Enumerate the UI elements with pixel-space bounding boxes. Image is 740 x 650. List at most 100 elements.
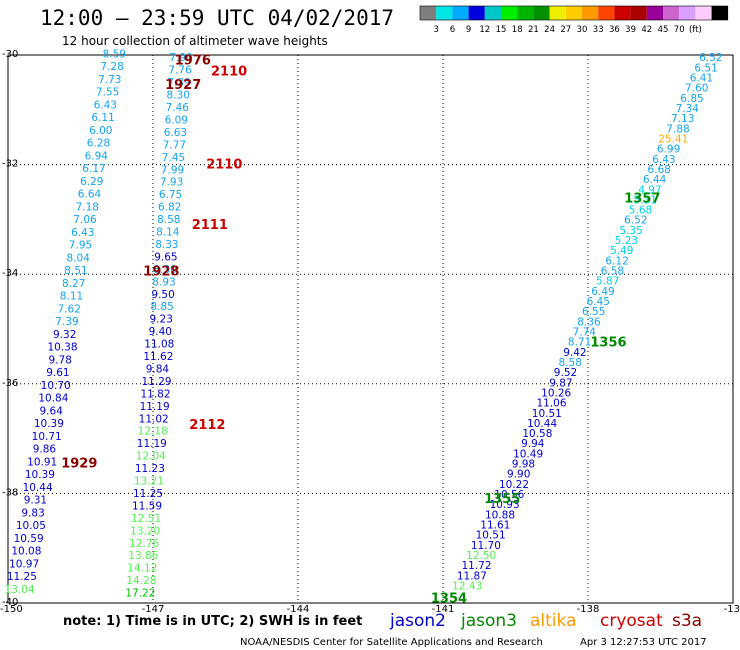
swh-value: 9.50 bbox=[151, 289, 174, 301]
pass-number-label: 1354 bbox=[431, 592, 467, 607]
swh-value: 7.76 bbox=[168, 65, 192, 77]
swh-value: 9.86 bbox=[33, 444, 57, 456]
swh-value: 12.04 bbox=[136, 451, 166, 463]
swh-value: 9.31 bbox=[24, 495, 47, 507]
scale-swatch bbox=[533, 6, 550, 20]
swh-value: 10.05 bbox=[16, 520, 46, 532]
swh-value: 7.46 bbox=[166, 102, 190, 114]
x-tick-label: -138 bbox=[577, 604, 600, 615]
swh-value: 10.56 bbox=[494, 489, 524, 501]
pass-number-label: 1355 bbox=[484, 492, 520, 507]
swh-value: 9.61 bbox=[46, 367, 69, 379]
swh-value: 6.64 bbox=[78, 189, 102, 201]
swh-value: 11.62 bbox=[143, 351, 173, 363]
plot-frame bbox=[7, 54, 734, 604]
swh-value: 6.49 bbox=[591, 286, 614, 298]
swh-value: 9.78 bbox=[49, 354, 72, 366]
swh-value: 7.18 bbox=[76, 201, 99, 213]
swh-value: 9.90 bbox=[507, 469, 530, 481]
pass-number-label: 1927 bbox=[165, 78, 201, 93]
wave-height-marks: 8.597.287.737.556.436.116.006.286.946.17… bbox=[5, 48, 723, 599]
swh-value: 11.29 bbox=[141, 376, 171, 388]
swh-value: 8.27 bbox=[62, 278, 85, 290]
pass-labels: 1976211019272110211119282112192913571356… bbox=[61, 54, 660, 607]
swh-value: 11.59 bbox=[132, 500, 162, 512]
swh-value: 6.11 bbox=[91, 112, 114, 124]
scale-label: (ft) bbox=[689, 25, 702, 35]
swh-value: 8.93 bbox=[152, 276, 175, 288]
swh-value: 8.59 bbox=[103, 48, 126, 60]
scale-label: 12 bbox=[479, 25, 490, 35]
y-tick-label: -36 bbox=[2, 378, 18, 389]
swh-value: 8.14 bbox=[156, 227, 180, 239]
satellite-legend-cryosat: cryosat bbox=[600, 611, 663, 631]
scale-label: 6 bbox=[450, 25, 455, 35]
swh-value: 10.88 bbox=[485, 509, 515, 521]
swh-value: 6.85 bbox=[680, 93, 703, 105]
pass-number-label: 1976 bbox=[175, 54, 211, 69]
scale-swatch bbox=[630, 6, 647, 20]
satellite-legend: jason2 jason3 altika cryosat s3a bbox=[389, 611, 702, 631]
swh-value: 8.04 bbox=[67, 252, 91, 264]
swh-value: 10.51 bbox=[476, 530, 506, 542]
scale-swatch bbox=[695, 6, 712, 20]
swh-value: 8.11 bbox=[60, 291, 83, 303]
scale-label: 9 bbox=[466, 25, 471, 35]
swh-value: 9.23 bbox=[150, 314, 173, 326]
swh-value: 6.00 bbox=[89, 125, 112, 137]
swh-value: 7.13 bbox=[671, 113, 694, 125]
swh-value: 7.45 bbox=[162, 152, 185, 164]
scale-swatch bbox=[663, 6, 680, 20]
pass-number-label: 2111 bbox=[192, 218, 228, 233]
swh-value: 7.90 bbox=[169, 52, 192, 64]
pass-number-label: 2110 bbox=[211, 64, 247, 79]
swh-value: 13.20 bbox=[130, 525, 160, 537]
x-tick-label: -144 bbox=[287, 604, 310, 615]
swh-value: 7.73 bbox=[98, 74, 121, 86]
swh-value: 6.51 bbox=[694, 62, 717, 74]
swh-value: 7.39 bbox=[55, 316, 78, 328]
swh-value: 6.41 bbox=[690, 73, 713, 85]
swh-value: 7.28 bbox=[100, 61, 123, 73]
chart-subtitle: 12 hour collection of altimeter wave hei… bbox=[62, 34, 328, 48]
swh-value: 10.93 bbox=[490, 499, 520, 511]
x-tick-label: -147 bbox=[142, 604, 165, 615]
swh-value: 13.04 bbox=[5, 584, 35, 596]
swh-value: 6.43 bbox=[652, 154, 675, 166]
scale-swatch bbox=[436, 6, 453, 20]
swh-value: 10.49 bbox=[513, 448, 543, 460]
scale-swatch bbox=[598, 6, 615, 20]
swh-value: 8.36 bbox=[577, 316, 601, 328]
swh-value: 5.87 bbox=[596, 276, 619, 288]
axis-tick-labels: -30 -32 -34 -36 -38 -40-150 -147 -144 -141 -138 -1… bbox=[0, 49, 740, 615]
swh-value: 7.39 bbox=[167, 77, 190, 89]
swh-value: 10.39 bbox=[25, 469, 55, 481]
scale-swatch bbox=[565, 6, 582, 20]
swh-value: 10.08 bbox=[11, 546, 41, 558]
chart-grid bbox=[7, 54, 734, 604]
swh-value: 10.58 bbox=[522, 428, 552, 440]
swh-value: 7.74 bbox=[573, 327, 597, 339]
swh-value: 7.55 bbox=[96, 87, 119, 99]
swh-value: 12.50 bbox=[466, 550, 496, 562]
scale-swatch bbox=[420, 6, 437, 20]
swh-value: 13.86 bbox=[128, 550, 158, 562]
scale-swatch bbox=[646, 6, 663, 20]
scale-swatch bbox=[468, 6, 485, 20]
swh-value: 5.35 bbox=[619, 225, 642, 237]
scale-label: 18 bbox=[512, 25, 523, 35]
swh-value: 9.64 bbox=[40, 405, 64, 417]
x-tick-label: -13 bbox=[724, 604, 740, 615]
swh-value: 6.43 bbox=[94, 99, 117, 111]
scale-swatch bbox=[549, 6, 566, 20]
scale-label: 21 bbox=[528, 25, 539, 35]
swh-value: 7.62 bbox=[58, 303, 81, 315]
scale-label: 27 bbox=[560, 25, 571, 35]
y-tick-label: -34 bbox=[2, 268, 18, 279]
swh-value: 5.49 bbox=[610, 245, 633, 257]
swh-value: 9.98 bbox=[512, 459, 535, 471]
swh-value: 10.44 bbox=[23, 482, 53, 494]
swh-value: 7.34 bbox=[676, 103, 700, 115]
swh-value: 11.87 bbox=[457, 570, 487, 582]
swh-value: 5.31 bbox=[634, 194, 657, 206]
